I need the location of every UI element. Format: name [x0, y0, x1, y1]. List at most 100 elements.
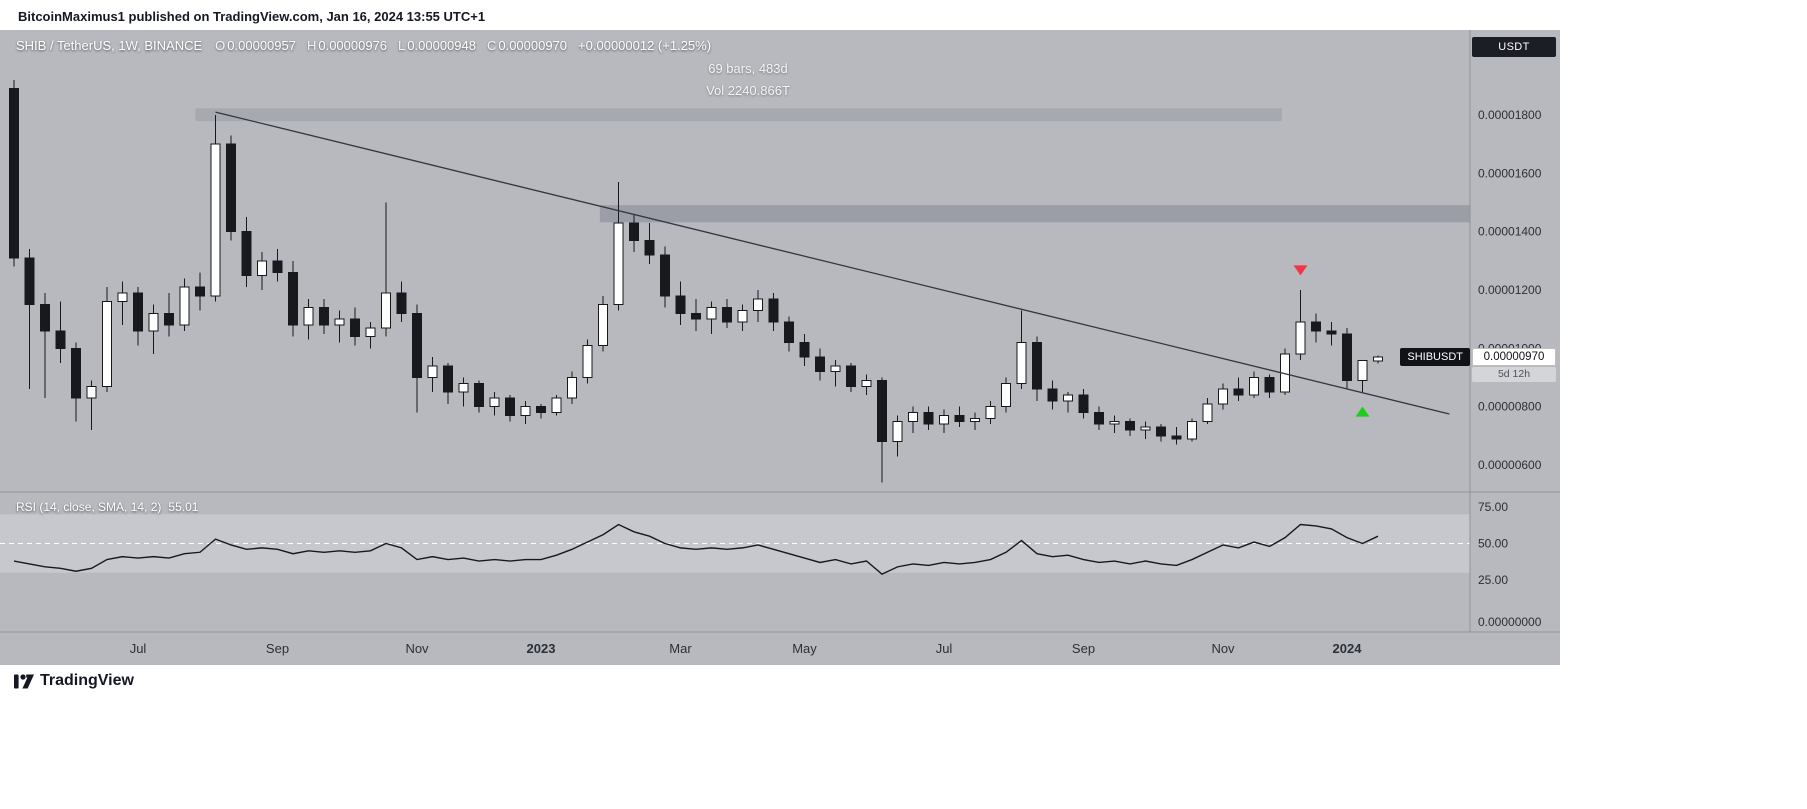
rsi-scale-label: 75.00 — [1478, 500, 1508, 514]
candle-body — [396, 292, 407, 314]
candle-body — [474, 382, 484, 408]
candle-body — [598, 304, 608, 346]
ohlc-close: C 0.00000970 — [486, 38, 568, 53]
rsi-scale-label: 50.00 — [1478, 537, 1508, 551]
candle-body — [1187, 420, 1197, 440]
candle-body — [1063, 394, 1073, 402]
candle-body — [102, 301, 112, 387]
candle-body — [567, 377, 577, 399]
candle-body — [1156, 426, 1166, 437]
candle-body — [954, 414, 965, 422]
candle-body — [1202, 403, 1213, 422]
mid-resistance-zone — [599, 205, 1470, 223]
symbol-title[interactable]: SHIB / TetherUS, 1W, BINANCE — [16, 38, 203, 53]
rsi-scale-label: 25.00 — [1478, 573, 1508, 587]
candle-body — [1342, 333, 1352, 381]
candle-body — [1218, 388, 1228, 405]
candle-body — [737, 309, 748, 323]
price-scale-label: 0.00000800 — [1478, 400, 1542, 414]
candle-body — [861, 379, 872, 387]
candle-body — [644, 239, 655, 256]
candle-body — [908, 412, 918, 422]
candle-body — [9, 88, 19, 259]
measure-annotation: 69 bars, 483d Vol 2240.866T — [598, 58, 898, 102]
candle-body — [970, 417, 980, 422]
candle-body — [241, 231, 252, 276]
candle-body — [412, 312, 422, 379]
candle-body — [1016, 342, 1027, 384]
bar-countdown: 5d 12h — [1472, 367, 1556, 382]
candle-body — [179, 286, 190, 326]
candle-body — [148, 312, 159, 332]
price-scale-label: 0.00001800 — [1478, 108, 1542, 122]
candle-body — [892, 420, 903, 443]
time-axis-label: Nov — [1211, 641, 1235, 656]
candle-body — [489, 397, 500, 408]
candle-body — [117, 292, 128, 303]
candle-body — [1311, 321, 1321, 332]
time-axis-label: Mar — [669, 641, 692, 656]
candle-body — [691, 312, 701, 320]
candle-body — [1125, 420, 1135, 431]
candle-body — [675, 295, 686, 314]
candle-body — [210, 143, 221, 297]
rsi-indicator-label[interactable]: RSI (14, close, SMA, 14, 2) 55.01 — [16, 500, 198, 514]
candle-body — [195, 286, 205, 297]
rsi-value: 55.01 — [168, 500, 199, 514]
candle-body — [551, 397, 562, 414]
candle-body — [133, 292, 143, 332]
attribution: BitcoinMaximus1 published on TradingView… — [18, 9, 486, 24]
candle-body — [1140, 426, 1151, 431]
candle-body — [985, 406, 996, 419]
price-scale-label: 0.00001200 — [1478, 283, 1542, 297]
candle-body — [272, 260, 283, 274]
candle-body — [753, 298, 763, 311]
current-price-label: 0.00000970 — [1472, 348, 1556, 366]
symbol-price-tag: SHIBUSDT — [1400, 348, 1470, 366]
candle-body — [629, 222, 639, 241]
sell-signal-marker — [1293, 265, 1308, 276]
price-scale-label: 0.00001600 — [1478, 166, 1542, 180]
candle-body — [257, 260, 267, 276]
candle-body — [520, 406, 531, 416]
time-axis-label: May — [792, 641, 817, 656]
tradingview-logo — [14, 673, 34, 688]
candle-body — [365, 327, 376, 338]
candle-body — [71, 347, 81, 399]
candle-body — [1032, 342, 1042, 390]
upper-resistance-zone — [195, 108, 1282, 122]
candle-body — [1249, 377, 1259, 396]
candle-body — [86, 385, 97, 399]
candle-body — [427, 365, 438, 379]
candle-body — [1264, 377, 1275, 393]
candle-body — [458, 382, 469, 393]
candle-body — [722, 307, 732, 323]
time-axis-label: Sep — [1072, 641, 1095, 656]
descending-trendline[interactable] — [215, 111, 1450, 415]
candle-body — [536, 406, 546, 414]
candle-body — [303, 307, 314, 326]
candle-body — [830, 365, 841, 373]
candle-body — [846, 365, 856, 387]
chart-canvas[interactable]: 0.00001800 0.00001600 0.00001400 0.00001200… — [0, 30, 1560, 665]
candle-body — [815, 356, 825, 373]
currency-toggle-button[interactable]: USDT — [1472, 37, 1556, 57]
candle-body — [334, 318, 345, 326]
candle-body — [443, 365, 453, 393]
candle-body — [1047, 388, 1058, 402]
tradingview-wordmark: TradingView — [40, 672, 134, 689]
candle-body — [1094, 412, 1104, 425]
ohlc-low: L 0.00000948 — [398, 38, 476, 53]
time-axis-label: Jul — [936, 641, 953, 656]
tradingview-link[interactable]: TradingView — [14, 672, 134, 690]
candle-body — [939, 414, 949, 425]
candle-body — [784, 321, 794, 344]
price-scale-label: 0.00001400 — [1478, 225, 1542, 239]
candle-body — [660, 254, 670, 297]
time-axis-label: Jul — [130, 641, 147, 656]
candle-body — [24, 257, 35, 306]
buy-signal-marker — [1355, 406, 1370, 417]
candle-body — [706, 307, 717, 320]
candle-body — [381, 292, 391, 329]
ohlc-high: H 0.00000976 — [306, 38, 388, 53]
